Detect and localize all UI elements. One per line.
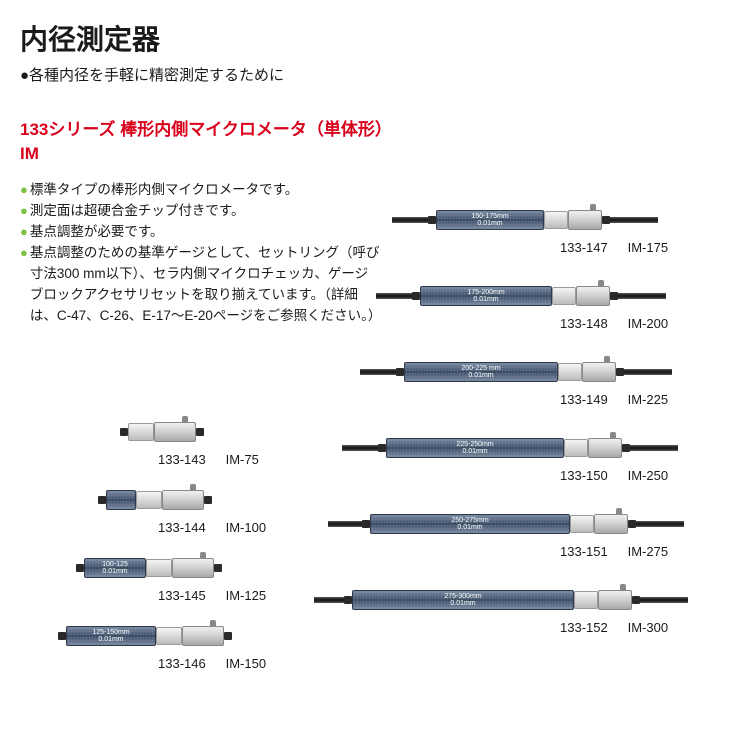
- product-item: 100-1250.01mm: [76, 556, 222, 580]
- product-item: 275-300mm0.01mm: [314, 588, 688, 612]
- series-title: 133シリーズ 棒形内側マイクロメータ（単体形）: [20, 115, 727, 140]
- bullet-text: 標準タイプの棒形内側マイクロメータです。: [30, 180, 380, 201]
- bullet-item: ●測定面は超硬合金チップ付きです。: [20, 201, 380, 222]
- bullet-mark: ●: [20, 222, 28, 243]
- bullet-text: 測定面は超硬合金チップ付きです。: [30, 201, 380, 222]
- product-label: 133-145 IM-125: [158, 588, 266, 603]
- bullet-item: ●標準タイプの棒形内側マイクロメータです。: [20, 180, 380, 201]
- product-label: 133-144 IM-100: [158, 520, 266, 535]
- product-item: 250-275mm0.01mm: [328, 512, 684, 536]
- product-label: 133-149 IM-225: [560, 392, 668, 407]
- page-title: 内径測定器: [20, 18, 727, 58]
- bullet-item: ●基点調整が必要です。: [20, 222, 380, 243]
- product-item: 200-225 mm0.01mm: [360, 360, 672, 384]
- bullet-mark: ●: [20, 201, 28, 222]
- product-item: 225-250mm0.01mm: [342, 436, 678, 460]
- bullet-text: 基点調整が必要です。: [30, 222, 380, 243]
- product-label: 133-152 IM-300: [560, 620, 668, 635]
- page-subtitle: ●各種内径を手軽に精密測定するために: [20, 64, 727, 85]
- product-label: 133-151 IM-275: [560, 544, 668, 559]
- product-item: 125-150mm0.01mm: [58, 624, 232, 648]
- bullet-item: ●基点調整のための基準ゲージとして、セットリング（呼び寸法300 mm以下）、セ…: [20, 243, 380, 327]
- series-code: IM: [20, 144, 727, 164]
- product-label: 133-150 IM-250: [560, 468, 668, 483]
- bullet-list: ●標準タイプの棒形内側マイクロメータです。●測定面は超硬合金チップ付きです。●基…: [20, 180, 380, 326]
- product-label: 133-143 IM-75: [158, 452, 259, 467]
- bullet-mark: ●: [20, 243, 28, 327]
- product-item: [98, 488, 212, 512]
- product-item: [120, 420, 204, 444]
- product-label: 133-146 IM-150: [158, 656, 266, 671]
- bullet-mark: ●: [20, 180, 28, 201]
- bullet-text: 基点調整のための基準ゲージとして、セットリング（呼び寸法300 mm以下）、セラ…: [30, 243, 380, 327]
